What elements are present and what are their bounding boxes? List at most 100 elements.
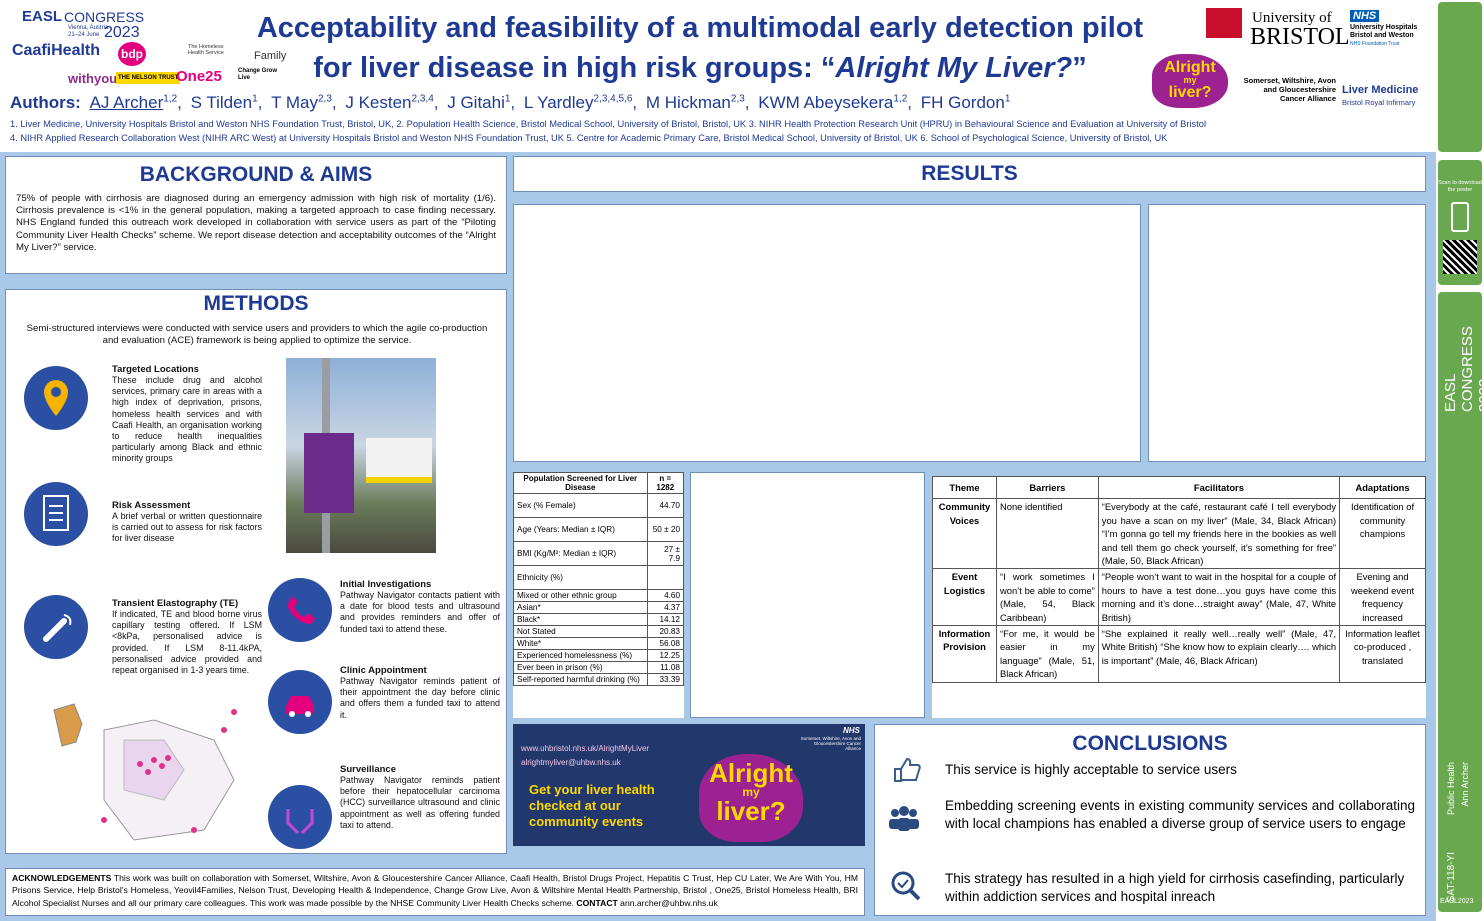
table-cell: 12.25 [646,649,685,662]
logo: EASL [22,8,63,25]
table-row: Community Voices None identified “Everybod… [932,498,1426,570]
item-text: Pathway Navigator contacts patient with … [340,590,500,634]
author-name: KWM Abeysekera [758,93,894,112]
table-cell: “She explained it really well…really wel… [1097,625,1341,683]
logo: CONGRESS [64,9,145,25]
item-title: Risk Assessment [112,500,191,511]
table-row: Age (Years: Median ± IQR) 50 ± 20 [513,517,685,542]
logo: liver? [716,796,786,826]
author-name: S Tilden [190,93,253,112]
crest [1206,8,1242,38]
author-sup: 2,3,4 [411,93,434,105]
alright-logo: Alright my liver? [699,754,803,842]
sidebar-tag: EASL2023 [1440,898,1474,905]
bar-chart: Cirrhosis and Fibrosis Detection by Scre… [513,204,1141,462]
item-text: Pathway Navigator reminds patient of the… [340,676,500,720]
logo: NHS [1350,10,1380,22]
author: J Kesten2,3,4 [345,93,443,112]
table-row: White* 56.08 [513,637,685,650]
logo: One25 [176,68,222,85]
pie-chart: Attendance for booked firstclinic appoin… [690,472,925,718]
logo: NHS Foundation Trust [1350,41,1400,47]
logo: BRISTOL [1250,24,1350,50]
title-part: ” [1072,52,1087,84]
table-header-cell: Barriers [995,475,1099,500]
banner-slogan: Get your liver health checked at our com… [529,782,655,829]
logo: bdp [118,42,146,66]
item-title: Initial Investigations [340,579,432,590]
table-header-row: Theme Barriers Facilitators Adaptations [932,475,1426,500]
sidebar-block [1438,2,1482,152]
author: J Gitahi1 [447,93,520,112]
icon-phone [268,578,332,642]
table-row: Ethnicity (%) [513,565,685,590]
item-text: Pathway Navigator reminds patient before… [340,775,500,830]
logo: The Homeless Health Service [188,44,224,56]
logo: THE NELSON TRUST [116,72,181,84]
author: M Hickman2,3 [646,93,754,112]
table-row: Not Stated 20.83 [513,625,685,638]
ack-label: ACKNOWLEDGEMENTS [12,873,112,883]
population-table-box: Population Screened for Liver Disease n =… [513,472,685,718]
pie-chart: ≥11.5 kPa group by suspected aetiology68… [1148,204,1426,462]
population-table: Population Screened for Liver Disease n =… [513,472,685,686]
van [366,438,432,483]
methods-intro: Semi-structured interviews were conducte… [26,323,488,347]
logo: Bristol Royal Infirmary [1342,98,1416,107]
heading: CONCLUSIONS [1072,732,1228,755]
author: T May2,3 [271,93,341,112]
contact-label: CONTACT [576,897,618,908]
table-cell: Experienced homelessness (%) [513,649,648,662]
logos-right: University of BRISTOL NHS University Hos… [1150,4,1436,114]
author-sup: 1 [1004,93,1011,105]
table-cell [646,565,685,590]
logo: Change Grow Live [238,68,278,81]
affiliation: 4. NIHR Applied Research Collaboration W… [10,133,1168,143]
author-name: FH Gordon [920,93,1005,112]
table-header-row: Population Screened for Liver Disease n =… [513,472,685,494]
table-cell: Mixed or other ethnic group [513,589,648,602]
title-part: for liver disease in high risk groups: “ [313,52,836,84]
conclusion: Embedding screening events in existing c… [945,798,1415,831]
sidebar: Scan to download the poster EASL CONGRES… [1436,0,1484,921]
table-cell: Identification of community champions [1339,498,1426,570]
icon-probe [24,595,88,659]
logo: 21–24 June [68,32,100,38]
table-row: Information Provision “For me, it would b… [932,625,1426,683]
author-sup: 1,2 [163,93,178,105]
logo: University of [1252,10,1332,26]
author-sup: 2,3 [318,93,332,105]
background-panel: BACKGROUND & AIMS 75% of people with cir… [5,156,507,274]
logo: Somerset, Wiltshire, Avon and Gloucester… [800,736,861,751]
item-title: Surveillance [340,764,396,775]
table-cell: Information leaflet co-produced , transl… [1339,625,1426,683]
item-text: If indicated, TE and blood borne virus c… [112,609,262,676]
author: KWM Abeysekera1,2 [758,93,916,112]
sidebar-congress: EASL CONGRESS 2023 [1442,326,1484,412]
logo: 2023 [104,24,140,41]
table-row: Asian* 4.37 [513,601,685,614]
themes-table: Theme Barriers Facilitators Adaptations Comm… [932,475,1426,683]
logo: Vienna, Austria [68,25,109,31]
table-cell: “People won’t want to wait in the hospit… [1097,568,1341,627]
logo: NHS [843,726,860,735]
sidebar-author: Ann Archer [1460,762,1470,807]
author-sup: 2,3 [730,93,745,105]
banner-email: alrightmyliver@uhbw.nhs.uk [521,758,621,767]
title-line: Acceptability and feasibility of a multi… [256,12,1144,44]
table-cell: Evening and weekend event frequency incr… [1339,568,1426,627]
table-cell: Ethnicity (%) [513,565,648,590]
photo-van [286,358,436,553]
sidebar-block: EASL CONGRESS 2023 Public Health Ann Arc… [1438,292,1484,912]
icon-people [889,806,919,831]
author-name: J Gitahi [447,93,505,112]
author: S Tilden1 [191,93,267,112]
heading: METHODS [203,292,309,315]
map [53,703,237,841]
author-name: T May [271,93,318,112]
table-header-cell: Population Screened for Liver Disease [513,472,648,494]
table-cell: 44.70 [646,493,685,518]
item-text: These include drug and alcohol services,… [112,375,262,464]
table-cell: Information Provision [932,625,997,683]
table-cell: Age (Years: Median ± IQR) [513,517,648,542]
